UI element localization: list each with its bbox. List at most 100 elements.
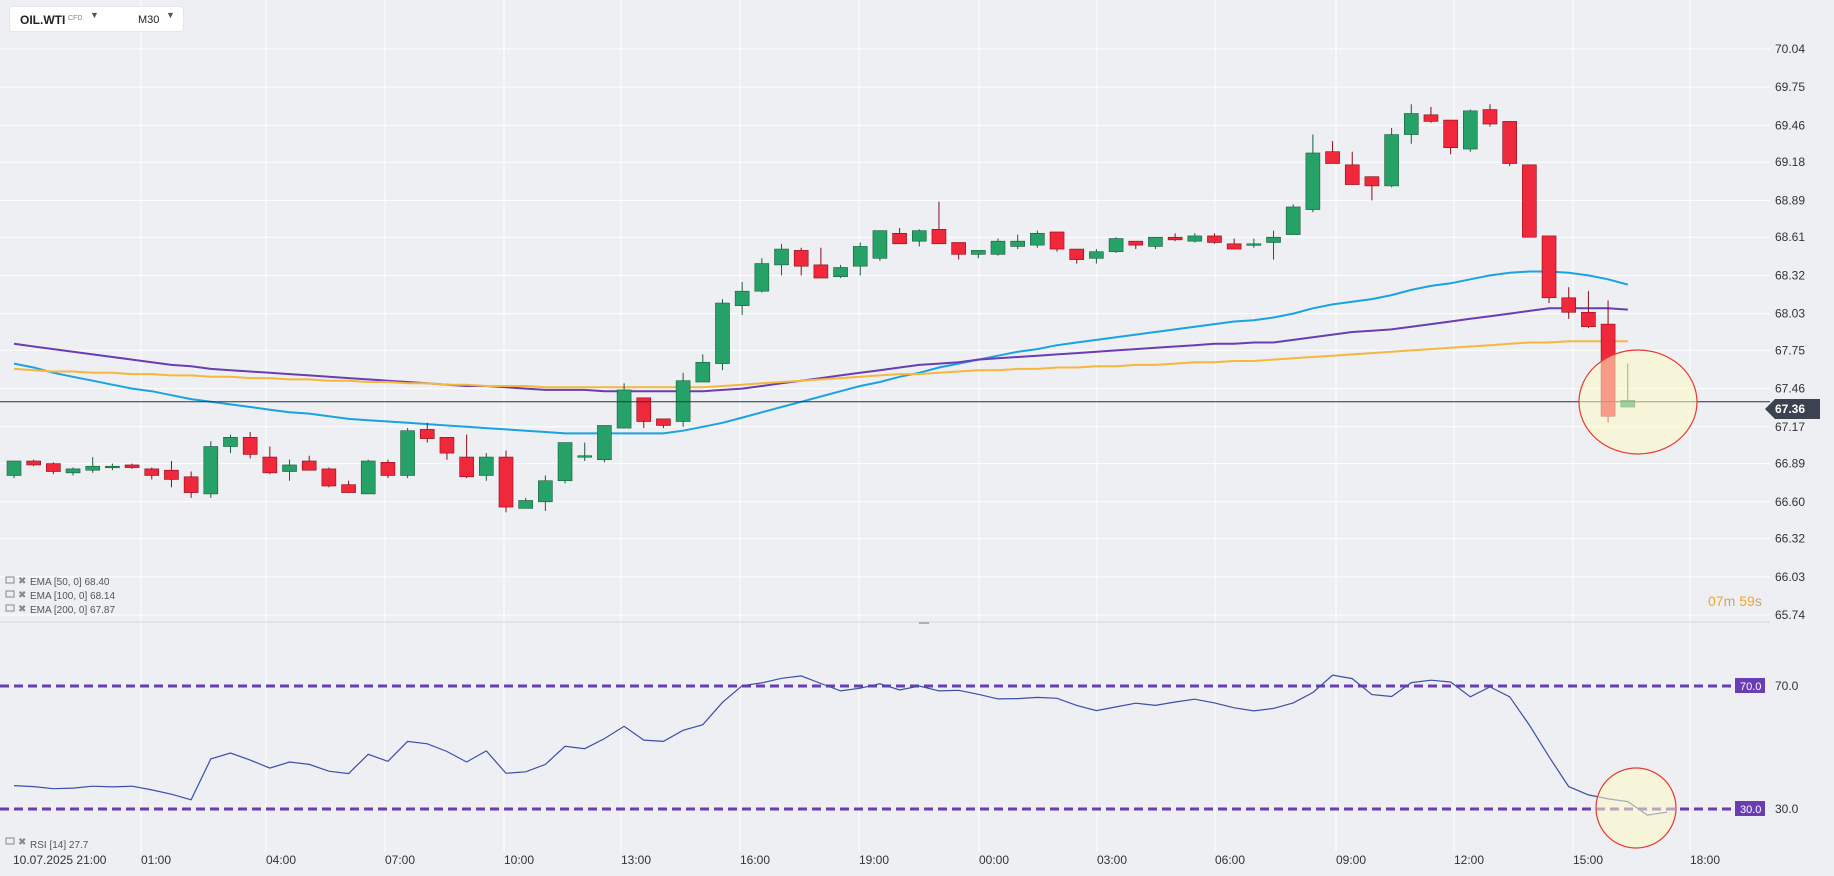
candle-up xyxy=(479,456,494,476)
legend-ema100[interactable]: ✖ EMA [100, 0] 68.14 xyxy=(5,590,115,602)
settings-icon[interactable] xyxy=(5,837,15,845)
legend-ema200[interactable]: ✖ EMA [200, 0] 67.87 xyxy=(5,604,115,616)
price-tick-label: 67.17 xyxy=(1775,420,1805,434)
candle-up xyxy=(695,361,711,383)
candle-down xyxy=(1482,109,1498,125)
ema-line-100 xyxy=(13,307,1628,393)
price-axis: 70.04 69.75 69.46 69.18 68.89 68.61 68.32 68.03… xyxy=(1775,42,1805,622)
candle-down xyxy=(341,484,356,493)
candle-down xyxy=(656,418,671,426)
time-tick-label: 19:00 xyxy=(859,853,889,867)
time-tick-label: 01:00 xyxy=(141,853,171,867)
candle-down xyxy=(1364,176,1380,187)
price-tick-label: 66.60 xyxy=(1775,495,1805,509)
candles xyxy=(0,104,1770,513)
candle-up xyxy=(1030,232,1045,246)
candle-down xyxy=(301,460,317,471)
time-tick-label: 15:00 xyxy=(1573,853,1603,867)
time-axis: 10.07.2025 21:00 01:00 04:00 07:00 10:00 13:0… xyxy=(13,853,1720,867)
candle-down xyxy=(1049,231,1065,250)
candle-up xyxy=(1010,240,1025,247)
legend-ema50[interactable]: ✖ EMA [50, 0] 68.40 xyxy=(5,576,110,588)
chevron-down-icon[interactable]: ▼ xyxy=(166,10,175,20)
candle-up xyxy=(6,460,22,476)
candle-up xyxy=(734,290,750,306)
price-tick-label: 67.75 xyxy=(1775,343,1805,357)
settings-icon[interactable] xyxy=(5,604,15,612)
candle-up xyxy=(754,263,770,292)
close-icon[interactable]: ✖ xyxy=(18,837,26,848)
chevron-down-icon[interactable]: ▼ xyxy=(90,10,99,20)
rsi-70-axis-label: 70.0 xyxy=(1775,679,1799,693)
candle-down xyxy=(1207,235,1222,243)
candle-up xyxy=(675,380,691,422)
candle-down xyxy=(262,456,278,474)
candle-down xyxy=(144,468,160,476)
settings-icon[interactable] xyxy=(5,590,15,598)
candle-down xyxy=(1443,119,1458,149)
instrument-type-badge: CFD xyxy=(68,15,83,22)
time-tick-label: 00:00 xyxy=(979,853,1009,867)
price-tick-label: 66.32 xyxy=(1775,532,1805,546)
rsi-line xyxy=(13,674,1668,816)
gridlines xyxy=(0,0,1770,852)
legend-rsi[interactable]: ✖ RSI [14] 27.7 xyxy=(5,837,89,851)
timeframe-selector[interactable]: M30 xyxy=(138,14,160,26)
bar-countdown: 07m 59s xyxy=(1708,593,1762,609)
candle-down xyxy=(951,242,966,255)
candle-up xyxy=(1463,110,1478,150)
candle-down xyxy=(439,437,455,454)
candle-up xyxy=(203,446,219,495)
candle-up xyxy=(872,230,888,259)
rsi-30-tag: 30.0 30.0 xyxy=(1735,801,1799,816)
legend-ema100-label: EMA [100, 0] 68.14 xyxy=(30,591,115,602)
symbol-selector[interactable]: OIL.WTI xyxy=(20,13,66,27)
price-tick-label: 68.89 xyxy=(1775,193,1805,207)
rsi-highlight-circle xyxy=(1595,767,1677,849)
close-icon[interactable]: ✖ xyxy=(18,604,26,615)
price-tick-label: 69.46 xyxy=(1775,118,1805,132)
time-tick-label: 07:00 xyxy=(385,853,415,867)
price-tick-label: 65.74 xyxy=(1775,608,1805,622)
candle-down xyxy=(813,264,829,279)
candle-up xyxy=(852,246,868,267)
candle-down xyxy=(931,229,947,245)
rsi-pane xyxy=(0,674,1735,816)
candle-down xyxy=(1128,240,1144,246)
candle-up xyxy=(85,465,101,471)
candle-down xyxy=(892,232,907,245)
candle-up xyxy=(774,248,789,266)
rsi-30-tag-label: 30.0 xyxy=(1740,804,1761,816)
time-tick-label: 06:00 xyxy=(1215,853,1245,867)
time-tick-label: 10:00 xyxy=(504,853,534,867)
candle-down xyxy=(26,460,41,466)
candle-up xyxy=(990,240,1006,255)
candle-up xyxy=(1384,134,1399,187)
price-tick-label: 69.18 xyxy=(1775,155,1805,169)
candle-up xyxy=(911,230,927,242)
candle-up xyxy=(400,430,415,476)
candle-up xyxy=(1187,235,1203,242)
close-icon[interactable]: ✖ xyxy=(18,590,26,601)
ema-lines xyxy=(13,270,1629,435)
time-tick-label: 04:00 xyxy=(266,853,296,867)
candle-down xyxy=(1423,114,1439,122)
candle-up xyxy=(1285,206,1301,235)
price-tick-label: 69.75 xyxy=(1775,80,1805,94)
candle-down xyxy=(636,397,652,422)
candle-down xyxy=(1226,243,1242,250)
close-icon[interactable]: ✖ xyxy=(18,576,26,587)
time-tick-label: 16:00 xyxy=(740,853,770,867)
candle-up xyxy=(223,437,238,447)
last-price-label: 67.36 xyxy=(1775,402,1805,416)
legend-rsi-label: RSI [14] 27.7 xyxy=(30,840,89,851)
candle-down xyxy=(459,456,474,478)
legend-ema50-label: EMA [50, 0] 68.40 xyxy=(30,577,110,588)
candle-down xyxy=(1561,297,1577,313)
price-tick-label: 70.04 xyxy=(1775,42,1805,56)
candle-up xyxy=(360,460,376,495)
indicator-legend: ✖ EMA [50, 0] 68.40 ✖ EMA [100, 0] 68.14… xyxy=(5,576,115,851)
settings-icon[interactable] xyxy=(5,576,15,584)
ema-line-200 xyxy=(13,340,1628,389)
